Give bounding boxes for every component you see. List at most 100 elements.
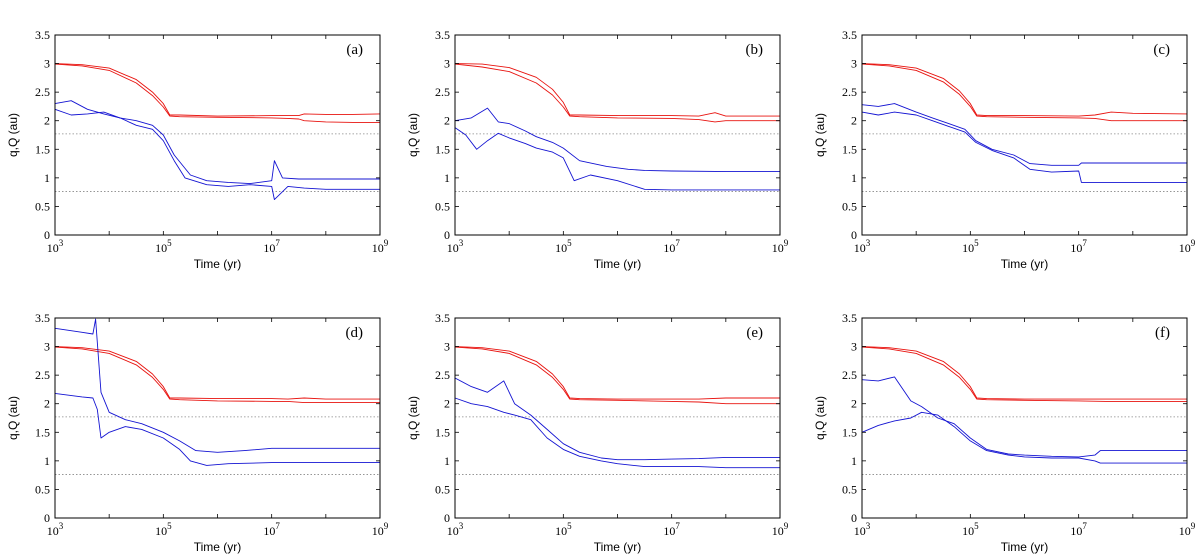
y-tick-label: 2 [444,114,450,128]
panel-label: (a) [346,42,363,58]
series-line-q1 [454,346,780,400]
x-tick-label-base: 10 [962,524,974,538]
y-tick-label: 3 [44,340,50,354]
series-line-q2 [454,127,780,191]
x-axis-label: Time (yr) [594,257,642,271]
x-tick-label: 107 [263,521,280,538]
x-tick-label-exponent: 7 [1082,238,1087,248]
x-tick-label-base: 10 [854,524,866,538]
y-tick-label: 3.5 [842,28,857,42]
x-tick-label-base: 10 [263,524,275,538]
x-tick-label: 105 [962,521,979,538]
x-tick-label-exponent: 9 [1191,238,1196,248]
x-tick-label: 103 [447,238,464,255]
y-tick-label: 3 [444,340,450,354]
x-tick-label-exponent: 3 [459,238,464,248]
plot-frame [454,34,781,236]
x-tick-label-exponent: 7 [275,238,280,248]
y-tick-label: 0 [851,511,857,525]
x-tick-label-exponent: 5 [567,238,572,248]
x-axis-label: Time (yr) [1001,257,1049,271]
x-tick-label: 105 [155,521,172,538]
x-tick-label: 109 [772,238,789,255]
series-line-q2 [54,346,380,404]
x-tick-label: 107 [263,238,280,255]
panel-label: (e) [746,325,763,341]
x-tick-label-exponent: 9 [384,521,389,531]
series-line-q2 [861,63,1187,122]
y-tick-label: 0 [444,511,450,525]
y-tick-label: 3.5 [842,311,857,325]
y-tick-label: 2.5 [435,85,450,99]
x-tick-label-exponent: 9 [784,521,789,531]
y-axis-label: q,Q (au) [406,113,420,157]
y-axis-label: q,Q (au) [813,396,827,440]
panel-label: (c) [1153,42,1170,58]
x-tick-label-base: 10 [155,524,167,538]
x-tick-label-base: 10 [663,524,675,538]
y-tick-label: 0.5 [435,199,450,213]
x-tick-label: 109 [372,238,389,255]
series-line-q1 [861,346,1187,400]
x-tick-label-exponent: 5 [167,238,172,248]
y-tick-label: 2 [851,397,857,411]
x-tick-label-base: 10 [555,524,567,538]
x-tick-label: 105 [555,238,572,255]
x-tick-label-base: 10 [772,524,784,538]
y-tick-label: 1 [44,454,50,468]
y-tick-label: 0.5 [842,199,857,213]
y-tick-label: 0 [851,228,857,242]
x-tick-label: 109 [772,521,789,538]
x-tick-label: 107 [663,521,680,538]
series-line-q2 [454,397,780,469]
x-tick-label-base: 10 [263,241,275,255]
y-tick-label: 3 [851,57,857,71]
y-tick-label: 1.5 [435,425,450,439]
x-tick-label-base: 10 [1070,241,1082,255]
x-tick-label-base: 10 [962,241,974,255]
x-axis-label: Time (yr) [194,257,242,271]
x-tick-label-base: 10 [47,241,59,255]
y-tick-label: 1.5 [842,142,857,156]
plot-frame [454,317,781,519]
x-tick-label: 105 [155,238,172,255]
y-tick-label: 1 [851,171,857,185]
x-tick-label-base: 10 [1179,241,1191,255]
y-tick-label: 1.5 [35,142,50,156]
series-line-q1 [454,63,780,117]
x-tick-label-exponent: 9 [784,238,789,248]
x-tick-label-exponent: 7 [1082,521,1087,531]
x-tick-label-base: 10 [47,524,59,538]
x-tick-label-base: 10 [372,524,384,538]
y-tick-label: 0.5 [35,482,50,496]
x-tick-label: 109 [1179,238,1196,255]
y-tick-label: 1 [444,454,450,468]
x-tick-label-base: 10 [1070,524,1082,538]
x-tick-label: 105 [962,238,979,255]
y-tick-label: 1 [851,454,857,468]
x-tick-label: 109 [1179,521,1196,538]
y-tick-label: 1 [44,171,50,185]
y-tick-label: 2 [44,114,50,128]
x-tick-label-exponent: 3 [59,238,64,248]
y-tick-label: 2 [44,397,50,411]
series-line-q1 [454,107,780,173]
x-tick-label: 103 [854,521,871,538]
x-axis-label: Time (yr) [194,540,242,554]
y-tick-label: 1 [444,171,450,185]
x-tick-label: 107 [663,238,680,255]
y-tick-label: 3 [44,57,50,71]
x-tick-label-base: 10 [555,241,567,255]
series-line-q1 [54,63,381,117]
y-tick-label: 2.5 [435,368,450,382]
plot-frame [54,317,381,519]
x-tick-label: 103 [47,521,64,538]
y-tick-label: 3.5 [435,311,450,325]
series-line-q2 [861,346,1187,402]
x-tick-label-exponent: 7 [675,521,680,531]
x-tick-label: 103 [447,521,464,538]
